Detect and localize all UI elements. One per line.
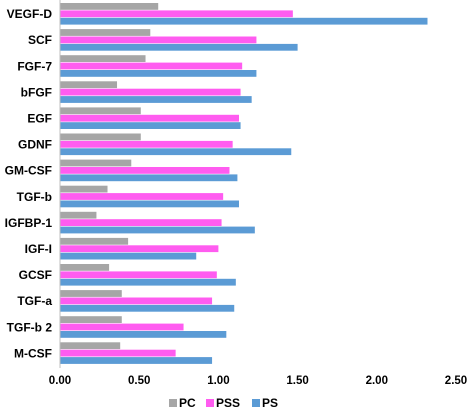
x-tick-label: 1.00 <box>207 375 229 387</box>
bar-ps-m-csf <box>60 357 213 364</box>
bar-ps-tgf-a <box>60 304 235 312</box>
legend-swatch-ps <box>252 399 260 407</box>
legend-label-ps: PS <box>262 396 278 409</box>
bar-ps-bfgf <box>60 96 252 103</box>
bar-pss-egf <box>60 114 239 122</box>
bar-pss-bfgf <box>60 88 241 96</box>
bar-pc-igfbp-1 <box>60 211 97 219</box>
bar-pc-m-csf <box>60 342 121 350</box>
bar-pss-igf-i <box>60 245 219 253</box>
category-label: TGF-b 2 <box>7 320 53 334</box>
bar-pss-gm-csf <box>60 167 230 174</box>
bar-pss-scf <box>60 36 257 44</box>
bar-pss-igfbp-1 <box>60 219 222 226</box>
bar-pc-fgf-7 <box>60 55 146 62</box>
legend-swatch-pc <box>169 399 177 407</box>
category-label: M-CSF <box>14 346 52 360</box>
bar-pc-tgf-a <box>60 290 122 297</box>
bar-ps-gm-csf <box>60 174 238 182</box>
bar-pc-scf <box>60 29 151 36</box>
bar-pss-tgf-b <box>60 193 224 200</box>
bar-pss-fgf-7 <box>60 62 243 70</box>
category-label: IGF-I <box>25 242 52 256</box>
bar-ps-vegf-d <box>60 17 428 25</box>
bar-ps-igfbp-1 <box>60 226 255 234</box>
category-label: SCF <box>28 33 52 47</box>
bar-pss-gcsf <box>60 271 217 279</box>
bars-group <box>60 3 428 364</box>
x-tick-labels: 0.00 0.50 1.00 1.50 2.00 2.50 <box>49 375 467 387</box>
bar-pc-vegf-d <box>60 3 159 10</box>
x-tick-label: 0.00 <box>49 375 71 387</box>
x-tick-label: 1.50 <box>286 375 308 387</box>
bar-ps-egf <box>60 122 241 129</box>
bar-pc-gdnf <box>60 133 141 141</box>
bar-pc-egf <box>60 107 141 115</box>
bar-pc-bfgf <box>60 81 118 89</box>
bar-ps-tgf-b <box>60 200 239 208</box>
category-label: GM-CSF <box>5 164 52 178</box>
legend-label-pss: PSS <box>216 396 240 409</box>
category-label: VEGF-D <box>7 7 53 21</box>
bar-pss-m-csf <box>60 349 176 357</box>
x-tick-label: 2.50 <box>445 375 467 387</box>
bar-pc-tgf-b <box>60 185 108 193</box>
bar-pc-gcsf <box>60 264 110 271</box>
category-label: TGF-b <box>17 190 52 204</box>
category-label: FGF-7 <box>17 59 52 73</box>
bar-ps-gcsf <box>60 278 236 286</box>
bar-ps-igf-i <box>60 252 197 260</box>
bar-pss-tgf-b-2 <box>60 323 184 331</box>
category-labels: VEGF-D SCF FGF-7 bFGF EGF GDNF GM-CSF TGF-b IGFB… <box>5 7 53 360</box>
bar-pss-vegf-d <box>60 10 293 18</box>
category-label: IGFBP-1 <box>5 216 53 230</box>
bar-ps-tgf-b-2 <box>60 331 227 338</box>
bar-pc-tgf-b-2 <box>60 316 122 323</box>
x-tick-label: 0.50 <box>128 375 150 387</box>
bar-pc-igf-i <box>60 237 129 245</box>
legend-swatch-pss <box>206 399 214 407</box>
category-label: GDNF <box>18 138 52 152</box>
bar-ps-gdnf <box>60 148 292 156</box>
legend-label-pc: PC <box>179 396 196 409</box>
x-tick-label: 2.00 <box>366 375 388 387</box>
category-label: EGF <box>27 112 52 126</box>
bar-pss-gdnf <box>60 140 233 148</box>
category-label: TGF-a <box>17 294 52 308</box>
category-label: GCSF <box>19 268 52 282</box>
bar-pc-gm-csf <box>60 159 132 167</box>
bar-ps-scf <box>60 43 298 51</box>
bar-pss-tgf-a <box>60 297 213 305</box>
legend: PC PSS PS <box>169 396 278 409</box>
category-label: bFGF <box>21 85 52 99</box>
bar-ps-fgf-7 <box>60 70 257 77</box>
